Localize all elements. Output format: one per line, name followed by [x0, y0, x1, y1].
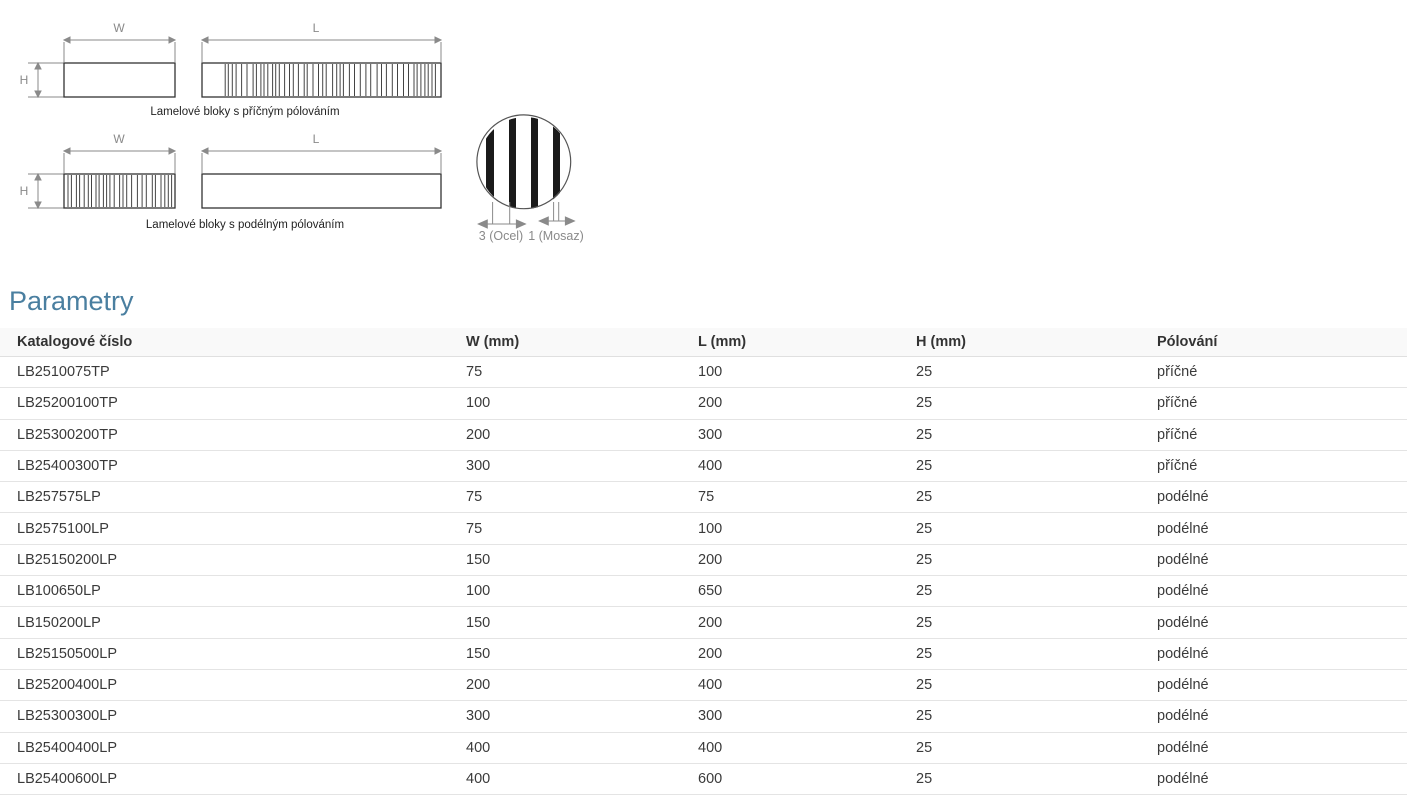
svg-text:L: L	[313, 132, 320, 146]
svg-text:Lamelové bloky s příčným pólov: Lamelové bloky s příčným pólováním	[150, 106, 339, 118]
svg-text:W: W	[113, 132, 125, 146]
svg-text:1 (Mosaz): 1 (Mosaz)	[528, 229, 584, 243]
svg-text:W: W	[113, 21, 125, 35]
svg-text:H: H	[20, 184, 29, 198]
svg-text:3 (Ocel): 3 (Ocel)	[479, 229, 523, 243]
svg-text:L: L	[313, 21, 320, 35]
svg-text:H: H	[20, 73, 29, 87]
svg-text:Lamelové bloky s podélným pólo: Lamelové bloky s podélným pólováním	[146, 219, 344, 231]
